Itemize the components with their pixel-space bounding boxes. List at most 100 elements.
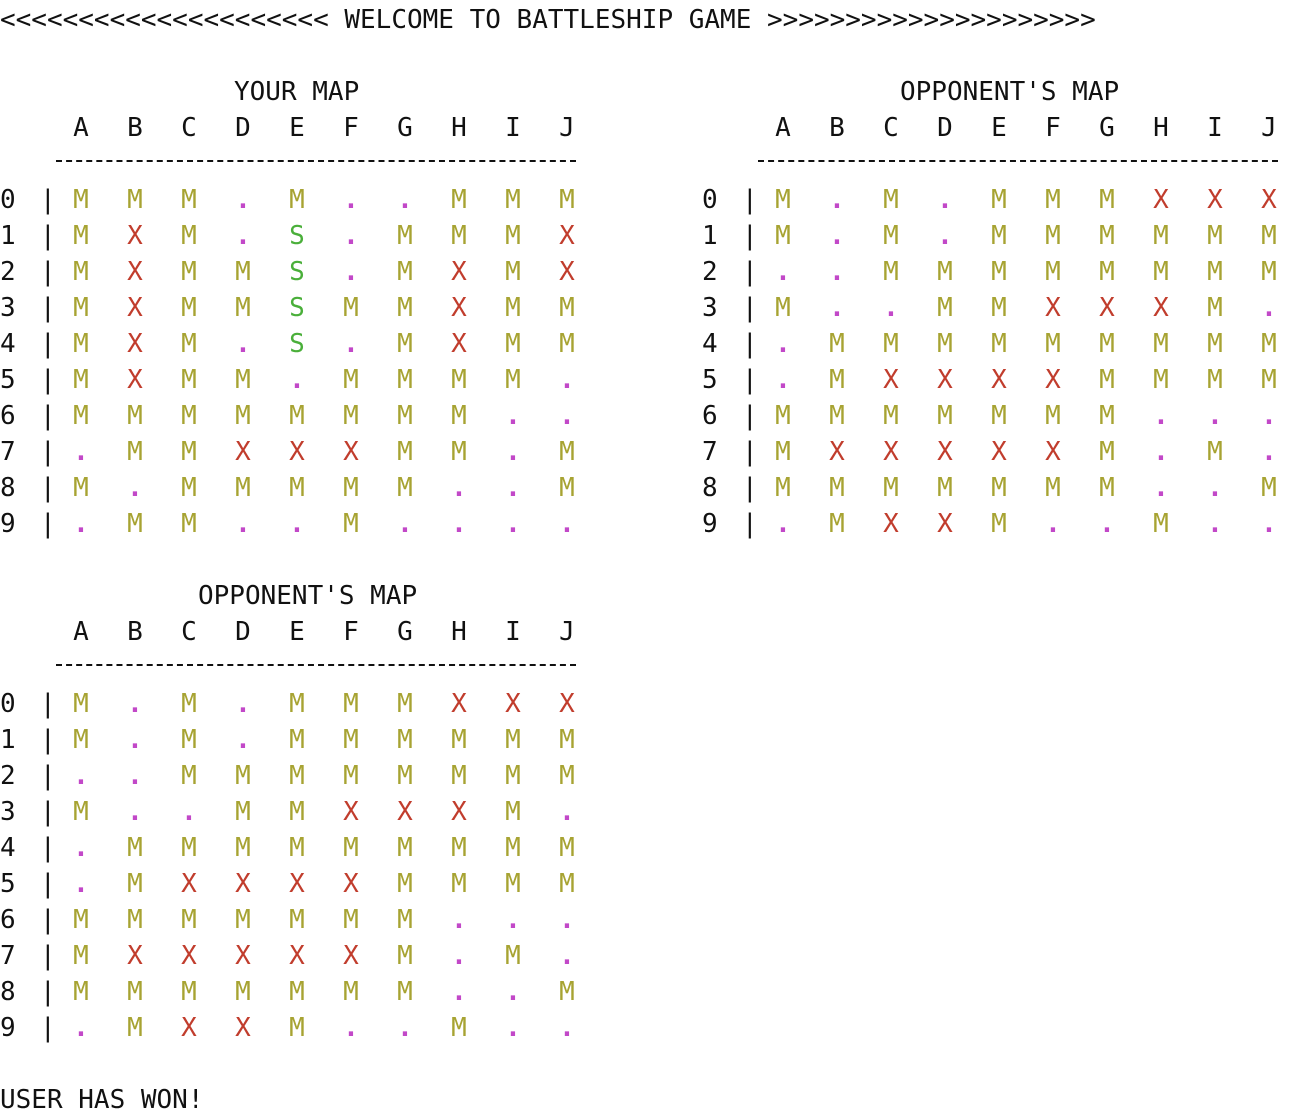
- grid-cell: M: [73, 293, 89, 323]
- grid-cell: .: [775, 509, 791, 539]
- grid-cell: .: [343, 329, 359, 359]
- grid-cell: M: [451, 725, 467, 755]
- opponent-map-board-repeat: OPPONENT'S MAP A B C D E F G H I J 0 | M. M. M M M X X X 1 | M.…: [0, 578, 600, 1048]
- grid-cell: M: [397, 365, 413, 395]
- grid-cell: M: [1099, 221, 1115, 251]
- opponent-map-board: OPPONENT'S MAP A B C D E F G H I J 0 | M. M. M M M X X X 1 | M.…: [702, 74, 1302, 544]
- grid-cell: M: [397, 473, 413, 503]
- grid-cell: X: [559, 689, 575, 719]
- grid-cell: X: [1207, 185, 1223, 215]
- row-label: 7: [0, 941, 16, 971]
- row-label: 9: [0, 1013, 16, 1043]
- column-header: B: [127, 113, 143, 143]
- grid-cell: .: [829, 221, 845, 251]
- grid-cell: M: [451, 1013, 467, 1043]
- row-label: 9: [0, 509, 16, 539]
- grid-cell: X: [451, 689, 467, 719]
- grid-cell: M: [1045, 185, 1061, 215]
- grid-cell: X: [1045, 437, 1061, 467]
- grid-cell: M: [235, 833, 251, 863]
- grid-cell: M: [505, 185, 521, 215]
- row-separator: |: [742, 365, 758, 395]
- grid-cell: M: [559, 185, 575, 215]
- grid-cell: X: [451, 329, 467, 359]
- grid-cell: X: [451, 293, 467, 323]
- row-label: 7: [702, 437, 718, 467]
- grid-cell: M: [397, 833, 413, 863]
- grid-cell: M: [289, 725, 305, 755]
- grid-cell: .: [1261, 509, 1277, 539]
- grid-cell: .: [1153, 473, 1169, 503]
- grid-cell: M: [397, 725, 413, 755]
- grid-cell: .: [343, 257, 359, 287]
- grid-cell: .: [343, 185, 359, 215]
- grid-cell: M: [289, 473, 305, 503]
- column-header: I: [505, 617, 521, 647]
- grid-cell: M: [181, 401, 197, 431]
- row-separator: |: [40, 185, 56, 215]
- grid-cell: .: [1261, 401, 1277, 431]
- row-separator: |: [742, 329, 758, 359]
- board-title: YOUR MAP: [234, 77, 360, 107]
- grid-cell: .: [289, 365, 305, 395]
- grid-cell: .: [235, 725, 251, 755]
- grid-cell: M: [505, 761, 521, 791]
- row-separator: |: [40, 329, 56, 359]
- grid-cell: M: [883, 329, 899, 359]
- grid-cell: M: [991, 293, 1007, 323]
- grid-cell: X: [343, 797, 359, 827]
- row-separator: |: [742, 473, 758, 503]
- row-separator: |: [40, 473, 56, 503]
- grid-cell: M: [559, 293, 575, 323]
- grid-cell: M: [451, 221, 467, 251]
- grid-cell: X: [235, 941, 251, 971]
- row-label: 6: [0, 905, 16, 935]
- grid-cell: M: [343, 401, 359, 431]
- row-separator: |: [742, 509, 758, 539]
- grid-cell: M: [775, 221, 791, 251]
- header-underline: [758, 160, 1278, 162]
- column-header: B: [127, 617, 143, 647]
- grid-cell: M: [397, 437, 413, 467]
- grid-cell: M: [181, 293, 197, 323]
- row-label: 1: [702, 221, 718, 251]
- welcome-banner: <<<<<<<<<<<<<<<<<<<<< WELCOME TO BATTLES…: [0, 5, 1096, 35]
- row-separator: |: [40, 257, 56, 287]
- row-label: 8: [702, 473, 718, 503]
- grid-cell: M: [343, 725, 359, 755]
- grid-cell: M: [559, 437, 575, 467]
- grid-cell: .: [343, 1013, 359, 1043]
- grid-cell: M: [235, 473, 251, 503]
- grid-cell: M: [181, 221, 197, 251]
- grid-cell: M: [505, 329, 521, 359]
- grid-cell: M: [73, 257, 89, 287]
- grid-cell: X: [181, 1013, 197, 1043]
- grid-cell: X: [127, 329, 143, 359]
- grid-cell: M: [73, 185, 89, 215]
- grid-cell: X: [883, 437, 899, 467]
- grid-cell: .: [127, 473, 143, 503]
- header-underline: [56, 664, 576, 666]
- grid-cell: M: [73, 941, 89, 971]
- grid-cell: .: [73, 761, 89, 791]
- grid-cell: .: [397, 509, 413, 539]
- column-header: C: [883, 113, 899, 143]
- row-separator: |: [40, 1013, 56, 1043]
- row-separator: |: [40, 797, 56, 827]
- grid-cell: M: [451, 401, 467, 431]
- column-header: H: [451, 617, 467, 647]
- grid-cell: .: [1261, 293, 1277, 323]
- grid-cell: X: [127, 221, 143, 251]
- row-label: 4: [0, 329, 16, 359]
- grid-cell: X: [127, 941, 143, 971]
- row-label: 1: [0, 221, 16, 251]
- column-header: A: [73, 113, 89, 143]
- column-header: J: [1261, 113, 1277, 143]
- grid-cell: M: [937, 257, 953, 287]
- grid-cell: .: [235, 509, 251, 539]
- game-result-message: USER HAS WON!: [0, 1085, 204, 1115]
- grid-cell: M: [559, 869, 575, 899]
- column-header: H: [1153, 113, 1169, 143]
- grid-cell: M: [559, 833, 575, 863]
- grid-cell: X: [127, 257, 143, 287]
